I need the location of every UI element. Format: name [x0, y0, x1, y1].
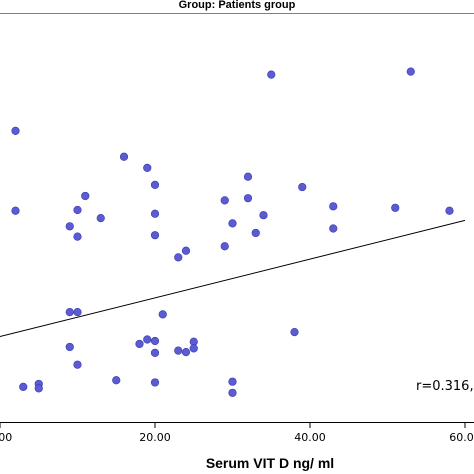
- data-point: [34, 384, 43, 393]
- x-tick-label: 0.00: [0, 431, 12, 444]
- data-point: [220, 196, 229, 205]
- data-point: [135, 339, 144, 349]
- data-point: [150, 348, 160, 357]
- data-point: [251, 228, 260, 238]
- correlation-annotation: r=0.316,: [416, 379, 474, 394]
- data-point: [181, 246, 191, 255]
- data-point: [73, 308, 82, 317]
- data-point: [150, 231, 160, 240]
- data-point: [267, 70, 276, 79]
- data-point: [150, 336, 160, 346]
- data-point: [150, 209, 160, 218]
- data-points: [11, 67, 454, 397]
- x-tick-label: 60.00: [449, 431, 474, 444]
- fit-line: [0, 219, 466, 338]
- data-point: [298, 182, 307, 192]
- data-point: [11, 126, 20, 135]
- data-point: [143, 163, 152, 172]
- data-point: [73, 205, 82, 215]
- data-point: [150, 378, 160, 387]
- data-point: [220, 242, 229, 251]
- data-point: [329, 224, 338, 233]
- x-axis-label: Serum VIT D ng/ ml: [206, 455, 334, 471]
- data-point: [73, 232, 82, 241]
- data-point: [329, 202, 338, 211]
- data-point: [243, 172, 253, 181]
- data-point: [228, 388, 237, 397]
- data-point: [150, 180, 160, 189]
- x-axis-ticks: 0.00 20.00 40.00 60.00: [0, 422, 474, 444]
- data-point: [174, 253, 183, 262]
- data-point: [174, 346, 183, 355]
- data-point: [228, 219, 237, 228]
- data-point: [81, 191, 90, 201]
- x-tick-label: 40.00: [294, 431, 326, 444]
- data-point: [65, 342, 74, 352]
- data-point: [11, 206, 20, 215]
- data-point: [445, 206, 454, 215]
- data-point: [143, 335, 152, 344]
- data-point: [65, 308, 74, 317]
- data-point: [189, 344, 198, 353]
- data-point: [243, 194, 253, 203]
- data-point: [119, 152, 129, 161]
- data-point: [259, 211, 268, 220]
- chart-title: Group: Patients group: [179, 0, 296, 11]
- data-point: [181, 348, 191, 357]
- plot-area: [0, 14, 474, 423]
- x-tick-label: 20.00: [139, 431, 171, 444]
- data-point: [96, 214, 105, 223]
- data-point: [73, 360, 82, 369]
- data-point: [228, 377, 237, 386]
- data-point: [406, 67, 415, 76]
- data-point: [65, 222, 74, 231]
- data-point: [391, 203, 400, 212]
- data-point: [19, 382, 28, 391]
- data-point: [290, 328, 299, 337]
- data-point: [112, 376, 121, 385]
- data-point: [158, 310, 167, 319]
